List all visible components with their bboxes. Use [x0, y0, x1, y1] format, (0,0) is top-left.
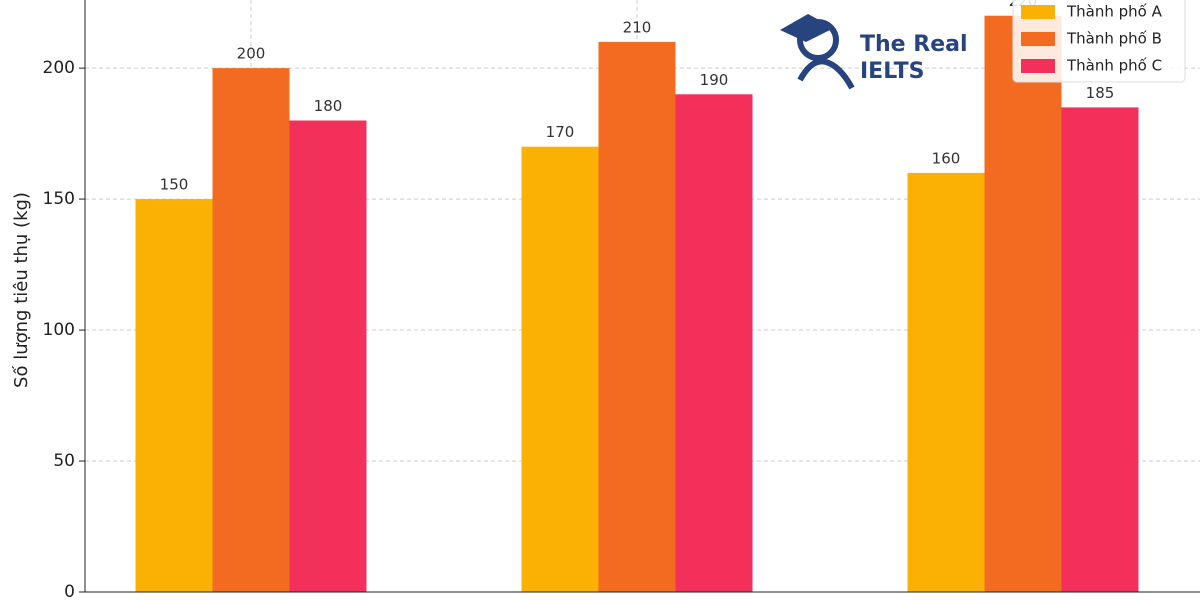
watermark-text: The Real — [860, 32, 968, 57]
y-axis-label: Số lượng tiêu thụ (kg) — [11, 192, 32, 388]
bar — [212, 68, 290, 592]
value-label: 150 — [160, 176, 189, 194]
y-tick-label: 0 — [64, 582, 75, 600]
bar — [907, 172, 985, 592]
bar — [984, 15, 1062, 593]
legend-label: Thành phố A — [1066, 3, 1163, 21]
bar — [521, 146, 599, 593]
value-label: 200 — [237, 45, 266, 63]
y-tick-label: 100 — [43, 320, 75, 340]
value-label: 190 — [700, 71, 729, 89]
watermark: The Real IELTS — [780, 14, 968, 90]
legend-swatch — [1021, 59, 1055, 73]
value-label: 180 — [314, 97, 343, 115]
logo-cap — [780, 14, 834, 42]
y-tick-label: 50 — [53, 451, 75, 471]
watermark-text: IELTS — [860, 59, 924, 84]
y-tick-label: 200 — [43, 58, 75, 78]
value-label: 170 — [546, 123, 575, 141]
value-label: 210 — [623, 18, 652, 36]
plot-area: 050100150200150170160200210220180190185 — [43, 0, 1200, 600]
legend-box — [1012, 0, 1186, 83]
bar — [675, 94, 753, 592]
y-tick-label: 150 — [43, 189, 75, 209]
logo-shape — [797, 58, 855, 90]
legend-swatch — [1021, 32, 1055, 46]
bar — [1061, 107, 1139, 593]
legend-label: Thành phố B — [1066, 30, 1162, 48]
bar — [289, 120, 367, 592]
value-label: 185 — [1086, 84, 1115, 102]
legend-label: Thành phố C — [1066, 57, 1162, 75]
value-label: 160 — [932, 149, 961, 167]
legend-swatch — [1021, 5, 1055, 19]
bar — [598, 41, 676, 593]
bar — [135, 199, 213, 592]
